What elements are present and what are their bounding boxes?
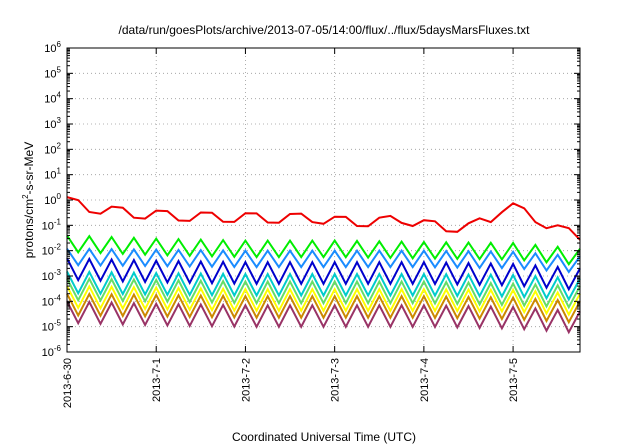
y-tick-label: 101 (44, 167, 61, 182)
x-tick-label: 2013-7-5 (508, 358, 520, 402)
y-tick-label: 103 (44, 116, 61, 131)
y-tick-label: 105 (44, 65, 61, 80)
x-tick-label: 2013-7-4 (419, 358, 431, 402)
x-tick-label: 2013-7-2 (240, 358, 252, 402)
y-tick-label: 10-4 (42, 293, 62, 308)
series-line (66, 276, 581, 310)
y-axis-ticks: 10-6 10-5 10-4 10-3 10-2 10-1 100 101 102 103 104 1… (42, 40, 580, 359)
y-tick-label: 10-6 (42, 344, 62, 359)
series-layer (66, 196, 581, 335)
x-axis-label: Coordinated Universal Time (UTC) (232, 430, 416, 444)
x-tick-label: 2013-7-3 (330, 358, 342, 402)
y-axis-label: protons/cm2-s-sr-MeV (21, 142, 36, 258)
y-tick-label: 102 (44, 141, 61, 156)
series-line (66, 256, 581, 292)
series-line (66, 247, 581, 274)
y-tick-label: 104 (44, 91, 61, 106)
y-tick-label: 10-5 (42, 319, 62, 334)
x-axis-ticks: 2013-6-30 2013-7-1 2013-7-2 2013-7-3 2013-7-… (62, 48, 520, 408)
x-tick-label: 2013-6-30 (62, 358, 74, 408)
series-line (66, 234, 581, 266)
series-line (66, 284, 581, 317)
chart-title: /data/run/goesPlots/archive/2013-07-05/1… (119, 23, 531, 37)
series-line (66, 291, 581, 325)
series-line (66, 269, 581, 302)
y-tick-label: 106 (44, 40, 61, 55)
y-tick-label: 10-3 (42, 268, 62, 283)
x-tick-label: 2013-7-1 (151, 358, 163, 402)
y-tick-label: 10-1 (42, 217, 62, 232)
series-line (66, 299, 581, 335)
y-tick-label: 100 (44, 192, 61, 207)
y-tick-label: 10-2 (42, 243, 62, 258)
series-line (66, 196, 581, 241)
grid-lines (67, 48, 580, 352)
